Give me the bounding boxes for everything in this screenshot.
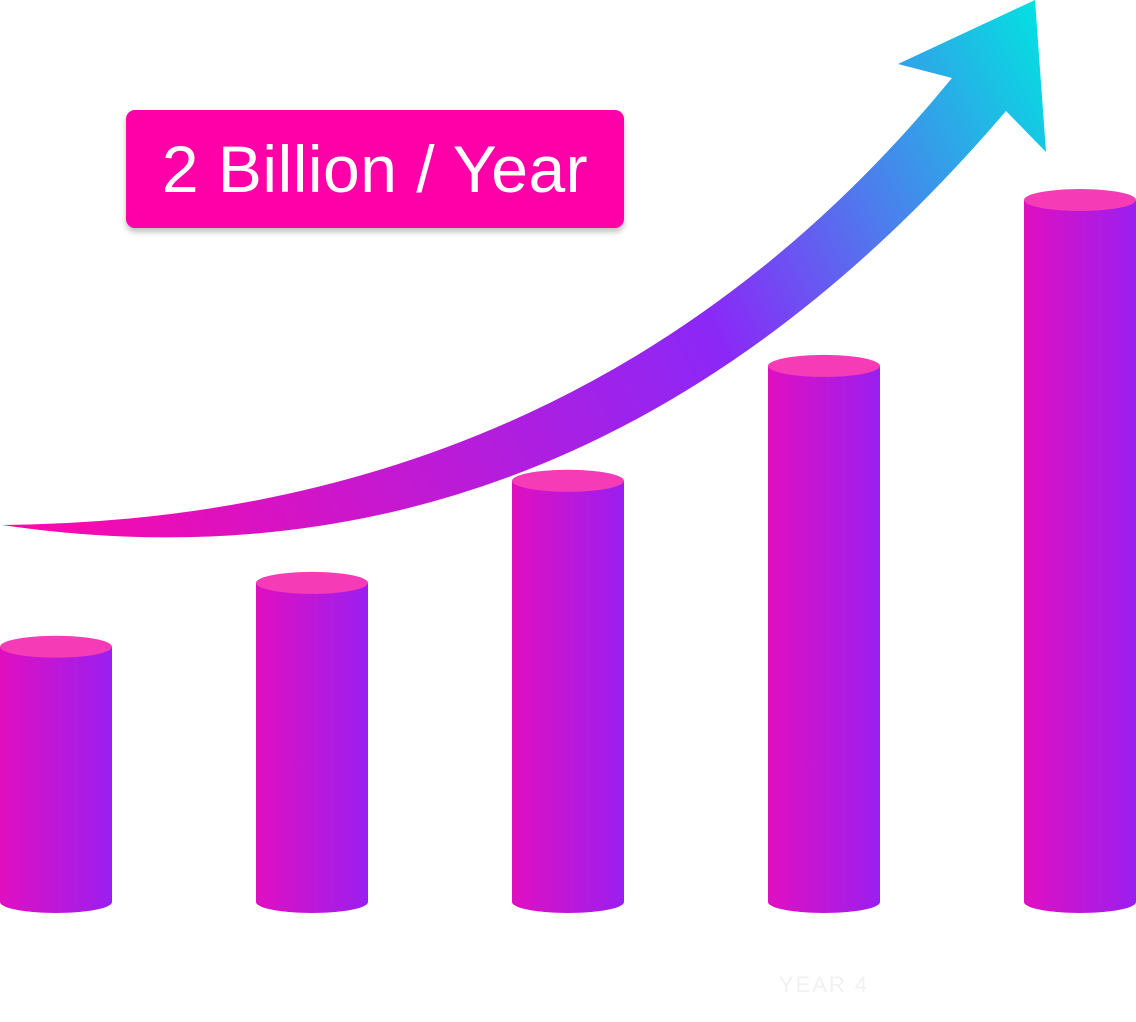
bar-body [768, 365, 880, 903]
bar-top [1024, 189, 1136, 211]
annotation-text: 2 Billion / Year [161, 132, 589, 206]
bar-body [512, 480, 624, 902]
bar-body [0, 646, 112, 902]
trend-arrow-icon [2, 0, 1046, 538]
bar-body [1024, 200, 1136, 902]
bar-5 [1024, 189, 1136, 913]
bar-4 [768, 354, 880, 913]
bars-group [0, 189, 1136, 913]
bar-3 [512, 469, 624, 913]
bar-top [768, 354, 880, 377]
bar-1 [0, 635, 112, 913]
bar-body [256, 582, 368, 902]
bar-top [512, 469, 624, 492]
bar-top [256, 571, 368, 594]
annotation-callout: 2 Billion / Year [126, 110, 624, 228]
category-labels-group: YEAR 4 [779, 972, 869, 997]
bar-top [0, 635, 112, 658]
category-label: YEAR 4 [779, 972, 869, 997]
bar-2 [256, 571, 368, 913]
